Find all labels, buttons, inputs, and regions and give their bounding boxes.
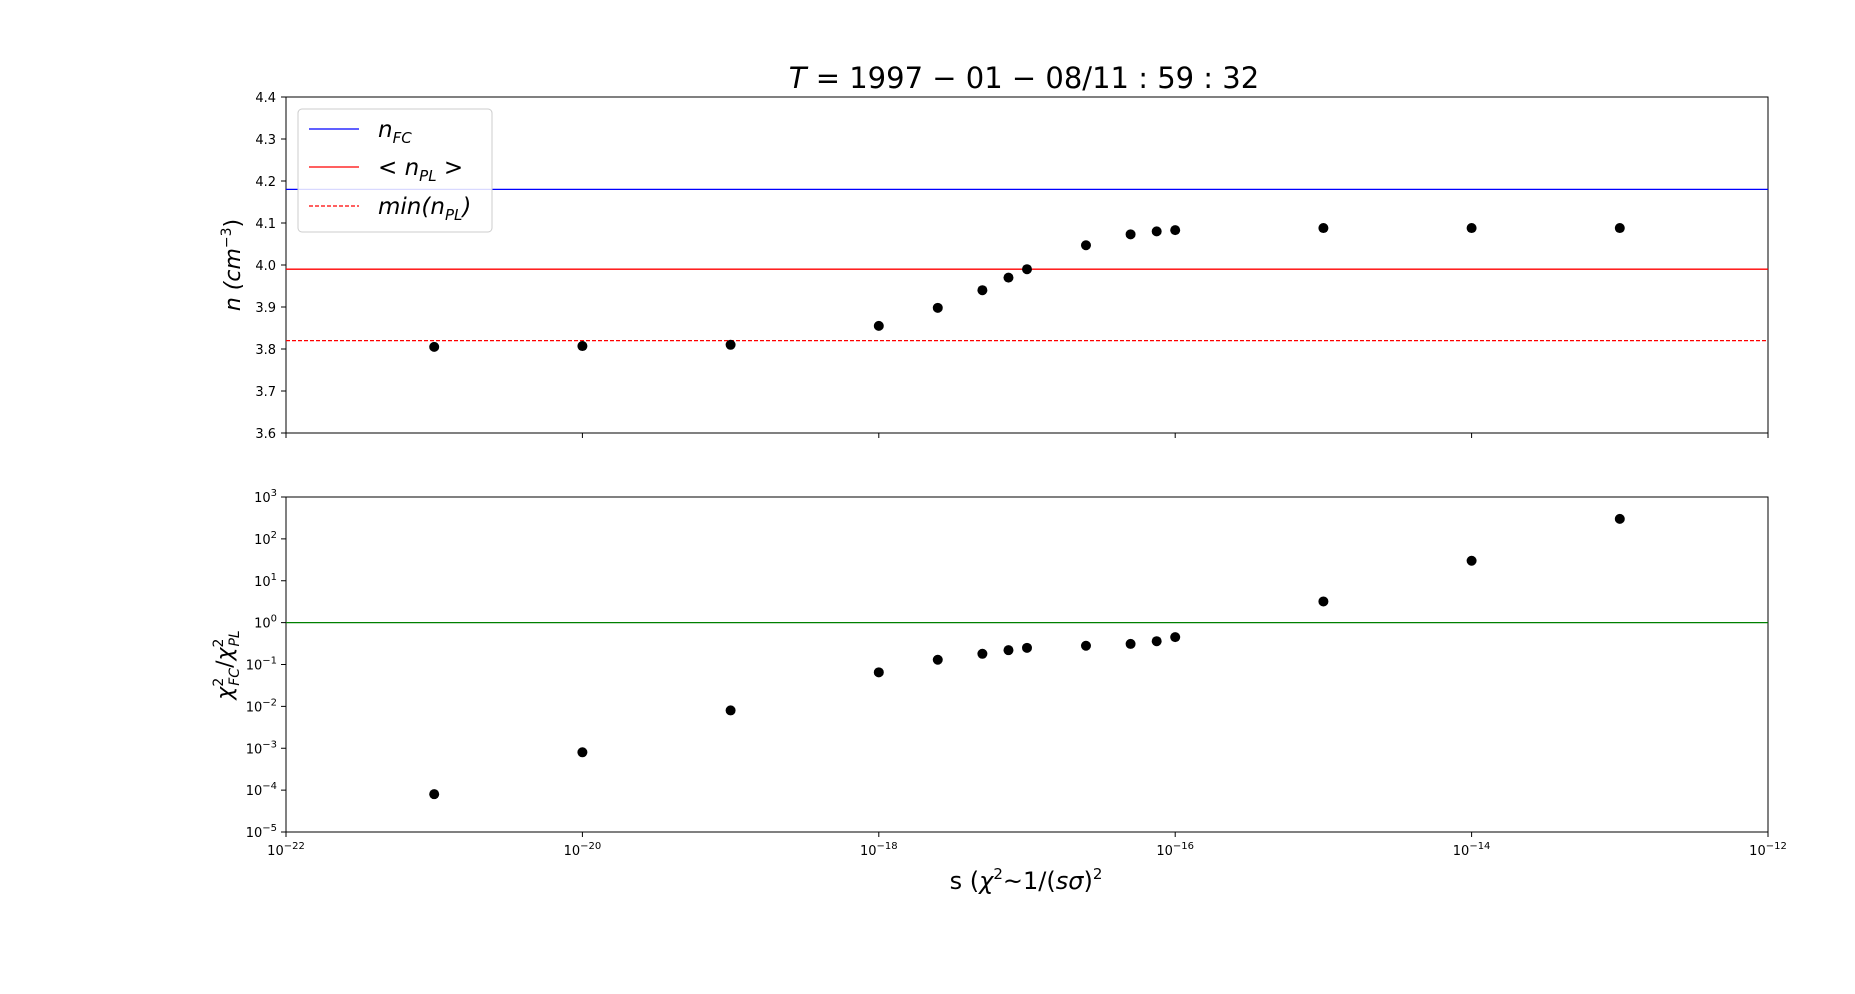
bottom-x-tick-label: 10−20 — [564, 841, 602, 859]
top-y-axis-label: n (cm−3) — [219, 219, 246, 311]
chart-title: T = 1997 − 01 − 08/11 : 59 : 32 — [789, 61, 1259, 95]
bottom-data-point — [1022, 642, 1032, 653]
top-data-point — [1170, 225, 1181, 236]
top-data-point — [1080, 240, 1091, 251]
legend-entry-min-n-pl: min(nPL) — [309, 194, 471, 224]
legend: nFC < nPL > min(nPL) — [297, 108, 493, 233]
bottom-y-ticks: 10−5 10−4 10−3 10−2 10−1 100 101 102 103 — [246, 488, 286, 841]
bottom-y-tick-label: 10−3 — [246, 739, 277, 757]
top-data-point — [1151, 226, 1162, 237]
bottom-data-point — [1125, 638, 1136, 649]
bottom-data-point — [429, 789, 440, 800]
bottom-y-tick-label: 100 — [254, 614, 277, 632]
bottom-y-tick-label: 10−2 — [246, 697, 277, 715]
top-data-point — [1022, 264, 1032, 275]
bottom-x-tick-label: 10−14 — [1453, 841, 1491, 859]
top-data-point — [1125, 229, 1136, 240]
bottom-y-tick-label: 101 — [254, 572, 277, 590]
top-data-point — [873, 320, 884, 331]
top-y-tick-label: 3.9 — [255, 301, 276, 316]
bottom-y-tick-label: 103 — [254, 488, 277, 506]
top-y-tick-label: 3.7 — [255, 385, 276, 400]
legend-entry-mean-n-pl: < nPL > — [309, 155, 463, 185]
top-x-ticks — [285, 433, 1769, 438]
bottom-data-point — [1466, 555, 1477, 566]
bottom-data-point — [1080, 640, 1091, 651]
top-data-point — [1614, 223, 1625, 234]
bottom-y-tick-label: 102 — [254, 530, 277, 548]
top-y-tick-label: 3.8 — [255, 343, 276, 358]
bottom-x-tick-label: 10−16 — [1156, 841, 1194, 859]
top-y-tick-label: 3.6 — [255, 427, 276, 442]
bottom-y-tick-label: 10−4 — [246, 781, 277, 799]
legend-box — [297, 108, 493, 233]
top-data-point — [932, 302, 943, 313]
bottom-x-ticks: 10−22 10−20 10−18 10−16 10−14 10−12 — [267, 832, 1787, 859]
bottom-data-point — [1318, 596, 1329, 607]
top-data-point — [977, 285, 988, 296]
top-y-tick-label: 4.2 — [255, 175, 276, 190]
x-axis-label: s (χ2~1/(sσ)2 — [950, 865, 1103, 895]
top-y-ticks: 3.6 3.7 3.8 3.9 4.0 4.1 4.2 4.3 4.4 — [255, 91, 286, 442]
bottom-data-point — [1151, 636, 1162, 647]
top-data-point — [429, 341, 440, 352]
bottom-data-points — [429, 513, 1625, 800]
top-panel: 3.6 3.7 3.8 3.9 4.0 4.1 4.2 4.3 4.4 n (cm−3) nFC… — [219, 91, 1769, 442]
legend-label-min-n-pl: min(nPL) — [378, 194, 471, 224]
top-y-tick-label: 4.4 — [255, 91, 276, 106]
top-data-point — [577, 341, 588, 352]
bottom-x-tick-label: 10−18 — [860, 841, 898, 859]
top-data-point — [1466, 223, 1477, 234]
bottom-data-point — [725, 705, 736, 716]
top-data-point — [1318, 223, 1329, 234]
bottom-data-point — [1170, 632, 1181, 643]
top-data-points — [429, 223, 1625, 352]
legend-entry-n-fc: nFC — [309, 117, 412, 147]
top-data-point — [725, 339, 736, 350]
bottom-data-point — [1003, 645, 1014, 656]
bottom-y-tick-label: 10−5 — [246, 823, 277, 841]
bottom-plot-frame — [285, 496, 1769, 833]
bottom-data-point — [1614, 513, 1625, 524]
top-y-tick-label: 4.3 — [255, 133, 276, 148]
top-y-tick-label: 4.0 — [255, 259, 276, 274]
bottom-x-tick-label: 10−12 — [1749, 841, 1787, 859]
bottom-y-tick-label: 10−1 — [246, 656, 277, 674]
legend-label-mean-n-pl: < nPL > — [378, 155, 463, 185]
bottom-x-tick-label: 10−22 — [267, 841, 305, 859]
top-data-point — [1003, 272, 1014, 283]
bottom-data-point — [873, 667, 884, 678]
bottom-y-axis-label: χ2FC/χ2PL — [211, 630, 243, 700]
legend-label-n-fc: nFC — [378, 117, 412, 147]
bottom-data-point — [932, 654, 943, 665]
bottom-data-point — [977, 648, 988, 659]
bottom-data-point — [577, 747, 588, 758]
top-y-tick-label: 4.1 — [255, 217, 276, 232]
